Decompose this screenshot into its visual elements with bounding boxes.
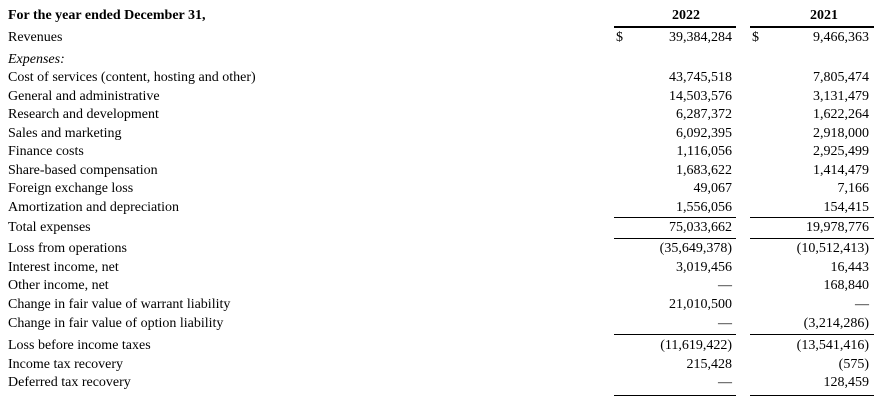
total-rule-2021 [750, 238, 874, 239]
bottom-rule-2021 [750, 395, 874, 396]
header-rule-2021 [750, 26, 874, 28]
currency-2022: $ [616, 30, 623, 45]
row-label: General and administrative [8, 89, 160, 104]
row-label: Loss from operations [8, 241, 127, 256]
value-2022: 6,287,372 [676, 107, 732, 122]
row-label: Loss before income taxes [8, 338, 151, 353]
subtotal-rule-2021 [750, 217, 874, 218]
value-2022: 14,503,576 [669, 89, 732, 104]
row-label: Amortization and depreciation [8, 200, 180, 215]
subtotal-rule-2022 [614, 334, 736, 335]
row-label: Interest income, net [8, 260, 119, 275]
row-label: Foreign exchange loss [8, 181, 134, 196]
value-2021: (10,512,413) [796, 241, 869, 256]
value-2022: (11,619,422) [660, 338, 732, 353]
value-2021: 2,925,499 [813, 144, 869, 159]
value-2022: 39,384,284 [669, 30, 732, 45]
value-2021: (3,214,286) [803, 316, 869, 331]
value-2021: 154,415 [823, 200, 870, 215]
header-year-2022: 2022 [672, 8, 700, 23]
row-label: Total expenses [8, 220, 91, 235]
row-label: Finance costs [8, 144, 84, 159]
row-label: Share-based compensation [8, 163, 158, 178]
value-2021: 1,622,264 [813, 107, 869, 122]
row-label: Sales and marketing [8, 126, 122, 141]
row-label: Other income, net [8, 278, 109, 293]
value-2021: 7,805,474 [813, 70, 869, 85]
value-2021: (13,541,416) [796, 338, 869, 353]
row-label: Expenses: [8, 52, 65, 67]
value-2021: — [855, 297, 869, 312]
value-2022: — [718, 278, 732, 293]
value-2022: 75,033,662 [669, 220, 732, 235]
header-year-2021: 2021 [810, 8, 838, 23]
value-2021: 7,166 [837, 181, 870, 196]
currency-2021: $ [752, 30, 759, 45]
value-2022: (35,649,378) [659, 241, 732, 256]
value-2021: 3,131,479 [813, 89, 869, 104]
value-2021: 16,443 [830, 260, 870, 275]
value-2022: 1,556,056 [676, 200, 732, 215]
value-2021: 19,978,776 [806, 220, 869, 235]
value-2021: 168,840 [823, 278, 870, 293]
subtotal-rule-2021 [750, 334, 874, 335]
value-2021: 9,466,363 [813, 30, 869, 45]
subtotal-rule-2022 [614, 217, 736, 218]
row-label: Revenues [8, 30, 63, 45]
row-label: Change in fair value of option liability [8, 316, 224, 331]
row-label: Change in fair value of warrant liabilit… [8, 297, 231, 312]
value-2021: (575) [838, 357, 869, 372]
value-2021: 1,414,479 [813, 163, 869, 178]
header-label: For the year ended December 31, [8, 8, 206, 23]
value-2022: 49,067 [693, 181, 733, 196]
value-2021: 2,918,000 [813, 126, 869, 141]
value-2022: — [718, 375, 732, 390]
total-rule-2022 [614, 238, 736, 239]
row-label: Research and development [8, 107, 159, 122]
row-label: Income tax recovery [8, 357, 124, 372]
value-2022: 1,683,622 [676, 163, 732, 178]
value-2022: 21,010,500 [669, 297, 732, 312]
value-2022: 215,428 [686, 357, 733, 372]
value-2022: 3,019,456 [676, 260, 732, 275]
row-label: Deferred tax recovery [8, 375, 131, 390]
value-2022: 43,745,518 [669, 70, 732, 85]
bottom-rule-2022 [614, 395, 736, 396]
row-label: Cost of services (content, hosting and o… [8, 70, 256, 85]
value-2022: 6,092,395 [676, 126, 732, 141]
value-2022: — [718, 316, 732, 331]
header-rule-2022 [614, 26, 736, 28]
value-2021: 128,459 [823, 375, 870, 390]
value-2022: 1,116,056 [676, 144, 732, 159]
